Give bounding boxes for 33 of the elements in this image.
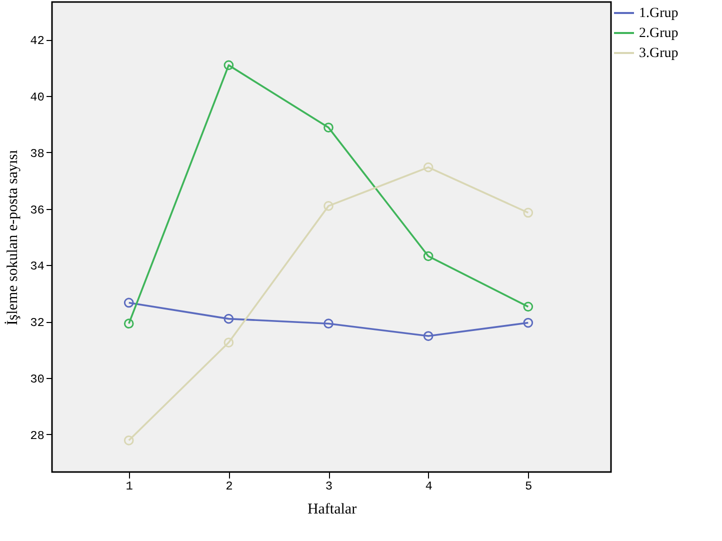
point bbox=[423, 331, 434, 341]
y-tick-label: 36 bbox=[30, 203, 44, 218]
y-tick-label: 34 bbox=[30, 260, 44, 274]
point bbox=[423, 162, 434, 172]
legend-label: 1.Grup bbox=[639, 6, 678, 21]
point bbox=[324, 122, 334, 132]
legend-label: 2.Grup bbox=[639, 26, 678, 41]
point bbox=[523, 208, 534, 218]
x-tick-label: 2 bbox=[226, 480, 233, 494]
y-tick-label: 30 bbox=[30, 372, 44, 387]
x-tick-label: 3 bbox=[325, 480, 333, 494]
x-axis-title: Haftalar bbox=[307, 502, 357, 518]
y-tick-label: 42 bbox=[30, 34, 44, 48]
point bbox=[224, 60, 234, 70]
point bbox=[124, 318, 134, 329]
y-tick-label: 38 bbox=[30, 146, 44, 161]
y-axis-title: İşleme sokulan e-posta sayısı bbox=[4, 150, 22, 326]
y-tick-label: 32 bbox=[30, 316, 44, 330]
x-tick-label: 5 bbox=[525, 480, 532, 494]
point bbox=[224, 338, 234, 348]
point bbox=[423, 251, 434, 262]
x-tick-label: 4 bbox=[425, 480, 432, 494]
point bbox=[324, 318, 334, 329]
legend-label: 3.Grup bbox=[639, 46, 678, 61]
y-tick-label: 40 bbox=[30, 90, 44, 104]
point bbox=[523, 318, 534, 328]
point bbox=[523, 302, 534, 312]
point bbox=[224, 314, 234, 324]
point bbox=[124, 435, 134, 446]
y-tick-label: 28 bbox=[30, 428, 44, 443]
point bbox=[324, 201, 334, 211]
point bbox=[124, 298, 134, 308]
x-tick-label: 1 bbox=[126, 480, 133, 494]
